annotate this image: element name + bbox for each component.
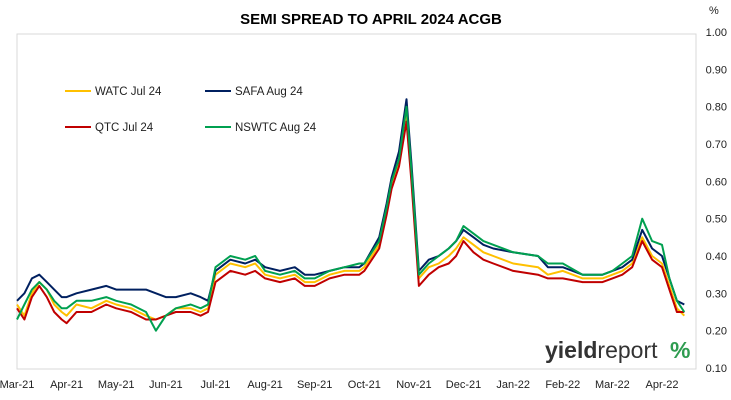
brand-logo: yieldreport % (545, 337, 690, 363)
brand-text-bold: yield (545, 337, 597, 363)
plot-border (16, 33, 697, 370)
x-tick-label: Nov-21 (396, 379, 431, 391)
legend-label-4: NSWTC Aug 24 (235, 122, 317, 134)
y-tick-label: 0.10 (706, 363, 727, 375)
legend-label-1: WATC Jul 24 (95, 86, 162, 98)
svg-text:yieldreport: yieldreport (545, 337, 658, 363)
y-tick-label: 1.00 (706, 27, 727, 39)
y-unit-label: % (709, 5, 719, 17)
x-tick-label: Oct-21 (348, 379, 381, 391)
x-tick-label: Dec-21 (446, 379, 481, 391)
x-tick-label: Apr-21 (50, 379, 83, 391)
series-line-4 (16, 105, 686, 332)
x-tick-label: Sep-21 (297, 379, 332, 391)
y-tick-label: 0.80 (706, 102, 727, 114)
y-tick-label: 0.40 (706, 251, 727, 263)
x-tick-label: Aug-21 (247, 379, 282, 391)
legend-label-2: SAFA Aug 24 (235, 86, 303, 98)
y-tick-label: 0.20 (706, 326, 727, 338)
x-tick-label: Apr-22 (645, 379, 678, 391)
x-tick-label: Feb-22 (545, 379, 580, 391)
x-tick-label: Jan-22 (496, 379, 530, 391)
y-tick-label: 0.90 (706, 64, 727, 76)
brand-text-regular: report (597, 337, 658, 363)
series-line-1 (16, 113, 686, 321)
brand-percent-icon: % (670, 337, 690, 363)
legend: WATC Jul 24 SAFA Aug 24 QTC Jul 24 NSWTC Au… (65, 86, 317, 134)
x-tick-label: Jul-21 (200, 379, 230, 391)
y-tick-label: 0.60 (706, 176, 727, 188)
x-axis: Mar-21 Apr-21 May-21 Jun-21 Jul-21 Aug-21 Sep-… (0, 379, 679, 391)
y-axis: 0.10 0.20 0.30 0.40 0.50 0.60 0.70 0.80 0.90 1.00 (706, 27, 727, 375)
x-tick-label: Mar-22 (595, 379, 630, 391)
x-tick-label: May-21 (98, 379, 135, 391)
y-tick-label: 0.30 (706, 288, 727, 300)
legend-label-3: QTC Jul 24 (95, 122, 154, 134)
series-layer (16, 98, 686, 332)
y-tick-label: 0.50 (706, 214, 727, 226)
series-line-2 (16, 98, 685, 306)
y-tick-label: 0.70 (706, 139, 727, 151)
chart-title: SEMI SPREAD TO APRIL 2024 ACGB (240, 11, 502, 28)
series-line-3 (16, 120, 685, 325)
x-tick-label: Mar-21 (0, 379, 34, 391)
x-tick-label: Jun-21 (149, 379, 183, 391)
